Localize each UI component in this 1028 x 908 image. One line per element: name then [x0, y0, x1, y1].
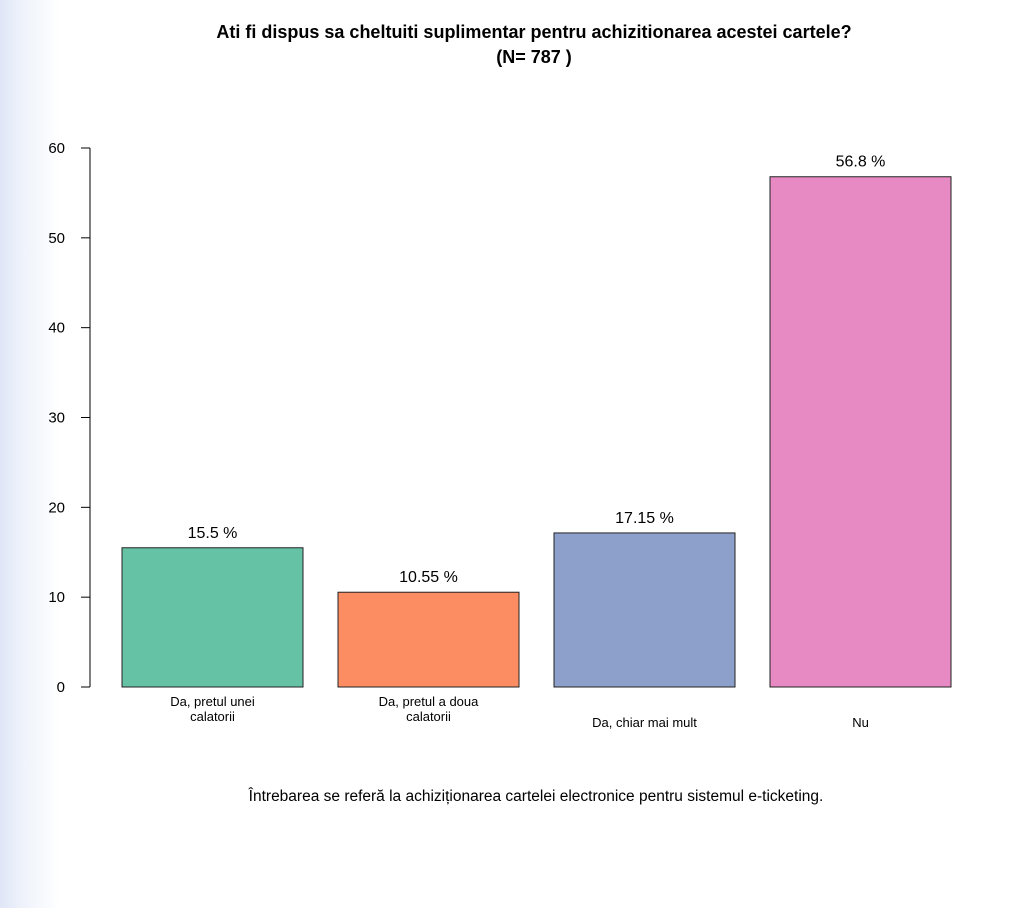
y-tick-label: 10: [48, 589, 65, 606]
bar-value-label: 56.8 %: [836, 154, 886, 171]
category-label: calatorii: [190, 709, 235, 724]
category-label: calatorii: [406, 709, 451, 724]
data-labels: 15.5 % 10.55 % 17.15 % 56.8 %: [188, 154, 886, 586]
bar-value-label: 10.55 %: [399, 569, 458, 586]
category-label: Da, pretul unei: [170, 694, 255, 709]
footnote: Întrebarea se referă la achiziționarea c…: [248, 788, 824, 805]
chart-title-line-1: Ati fi dispus sa cheltuiti suplimentar p…: [216, 22, 851, 42]
y-tick-label: 30: [48, 410, 65, 427]
chart-title-line-2: (N= 787 ): [496, 47, 572, 67]
bar: [337, 591, 520, 688]
y-tick-label: 0: [57, 679, 65, 696]
bars: [121, 176, 952, 688]
category-label: Nu: [852, 715, 869, 730]
bar: [553, 532, 736, 688]
y-tick-label: 60: [48, 140, 65, 157]
category-label: Da, pretul a doua: [379, 694, 480, 709]
bar-value-label: 17.15 %: [615, 510, 674, 527]
y-tick-label: 20: [48, 499, 65, 516]
y-axis: 0 10 20 30 40 50 60: [48, 140, 91, 696]
y-tick-label: 40: [48, 320, 65, 337]
bar: [769, 176, 952, 688]
bar: [121, 547, 304, 688]
category-label: Da, chiar mai mult: [592, 715, 697, 730]
bar-value-label: 15.5 %: [188, 525, 238, 542]
y-tick-label: 50: [48, 230, 65, 247]
